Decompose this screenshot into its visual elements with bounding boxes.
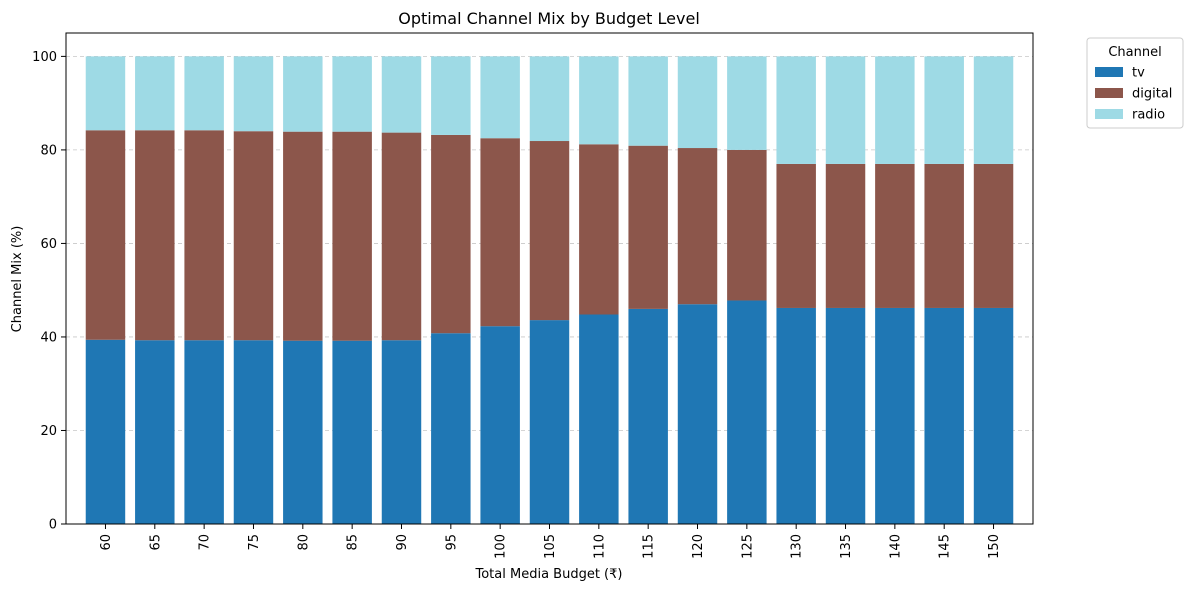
bar-tv	[875, 307, 915, 524]
x-axis: 60 65 70 75 80 85 90 95 100 105 110 115 120 125 130 135…	[99, 524, 1002, 559]
bar-digital	[85, 130, 126, 340]
bar-tv	[233, 340, 274, 524]
bar-digital	[875, 163, 915, 308]
bar-radio	[184, 56, 224, 131]
x-tick-label: 90	[395, 534, 410, 551]
bar-digital	[677, 148, 718, 305]
bar-digital	[776, 163, 816, 308]
legend-swatch-digital	[1095, 88, 1123, 98]
x-tick-label: 75	[247, 534, 262, 551]
bar-digital	[135, 130, 175, 341]
x-tick-label: 100	[494, 534, 509, 559]
bar-digital	[332, 131, 372, 341]
bar-digital	[727, 149, 767, 301]
bar-digital	[381, 132, 422, 341]
bar-radio	[85, 56, 126, 131]
bar-digital	[924, 163, 964, 308]
x-tick-label: 115	[642, 534, 657, 559]
x-tick-label: 80	[296, 534, 311, 551]
bar-tv	[776, 307, 816, 524]
bar-radio	[677, 56, 718, 149]
bar-digital	[184, 130, 224, 341]
bar-radio	[825, 56, 866, 164]
bar-digital	[579, 144, 619, 315]
x-tick-label: 150	[987, 534, 1002, 559]
bar-radio	[973, 56, 1014, 164]
bar-digital	[973, 163, 1014, 308]
y-tick-label: 20	[40, 424, 57, 439]
x-tick-label: 130	[790, 534, 805, 559]
x-tick-label: 145	[938, 534, 953, 559]
bar-radio	[332, 56, 372, 132]
x-tick-label: 70	[198, 534, 213, 551]
legend-swatch-tv	[1095, 67, 1123, 77]
y-axis-label: Channel Mix (%)	[10, 226, 25, 333]
bar-digital	[431, 134, 471, 334]
bar-tv	[283, 340, 323, 524]
bar-tv	[135, 340, 175, 524]
bar-digital	[529, 141, 570, 321]
x-tick-label: 125	[740, 534, 755, 559]
bar-digital	[233, 131, 274, 341]
bar-radio	[529, 56, 570, 142]
bar-radio	[283, 56, 323, 132]
y-tick-label: 100	[32, 50, 57, 65]
bar-digital	[480, 138, 520, 327]
bar-digital	[825, 163, 866, 308]
bars	[85, 56, 1014, 524]
bar-tv	[628, 308, 668, 524]
bar-radio	[233, 56, 274, 132]
bar-radio	[924, 56, 964, 164]
bar-tv	[825, 307, 866, 524]
x-tick-label: 60	[99, 534, 114, 551]
legend-label-digital: digital	[1132, 87, 1172, 102]
legend-label-tv: tv	[1132, 66, 1145, 81]
x-tick-label: 120	[691, 534, 706, 559]
bar-tv	[431, 333, 471, 524]
bar-radio	[875, 56, 915, 164]
legend-label-radio: radio	[1132, 108, 1165, 123]
bar-tv	[480, 326, 520, 524]
bar-tv	[184, 340, 224, 524]
bar-digital	[283, 131, 323, 341]
x-axis-label: Total Media Budget (₹)	[475, 567, 623, 582]
bar-radio	[727, 56, 767, 150]
bar-radio	[135, 56, 175, 131]
y-tick-label: 60	[40, 237, 57, 252]
x-tick-label: 110	[592, 534, 607, 559]
x-tick-label: 65	[148, 534, 163, 551]
bar-radio	[480, 56, 520, 139]
y-tick-label: 0	[49, 518, 57, 533]
y-tick-label: 40	[40, 330, 57, 345]
legend-box	[1086, 37, 1184, 129]
bar-radio	[431, 56, 471, 135]
bar-tv	[727, 300, 767, 524]
bar-radio	[628, 56, 668, 146]
legend-title: Channel	[1108, 45, 1161, 60]
x-tick-label: 105	[543, 534, 558, 559]
x-tick-label: 140	[888, 534, 903, 559]
x-tick-label: 135	[839, 534, 854, 559]
y-axis: 0 20 40 60 80 100	[32, 50, 66, 533]
chart-title: Optimal Channel Mix by Budget Level	[398, 9, 700, 28]
bar-tv	[332, 340, 372, 524]
bar-tv	[579, 314, 619, 524]
bar-tv	[85, 339, 126, 524]
x-tick-label: 85	[346, 534, 361, 551]
bar-tv	[529, 320, 570, 524]
bar-digital	[628, 145, 668, 309]
bar-radio	[579, 56, 619, 145]
x-tick-label: 95	[444, 534, 459, 551]
bar-radio	[776, 56, 816, 164]
y-tick-label: 80	[40, 143, 57, 158]
legend: Channel tv digital radio	[1086, 37, 1184, 129]
bar-tv	[973, 307, 1014, 524]
bar-tv	[677, 304, 718, 524]
bar-tv	[924, 307, 964, 524]
legend-swatch-radio	[1095, 109, 1123, 119]
bar-tv	[381, 340, 422, 524]
bar-radio	[381, 56, 422, 133]
